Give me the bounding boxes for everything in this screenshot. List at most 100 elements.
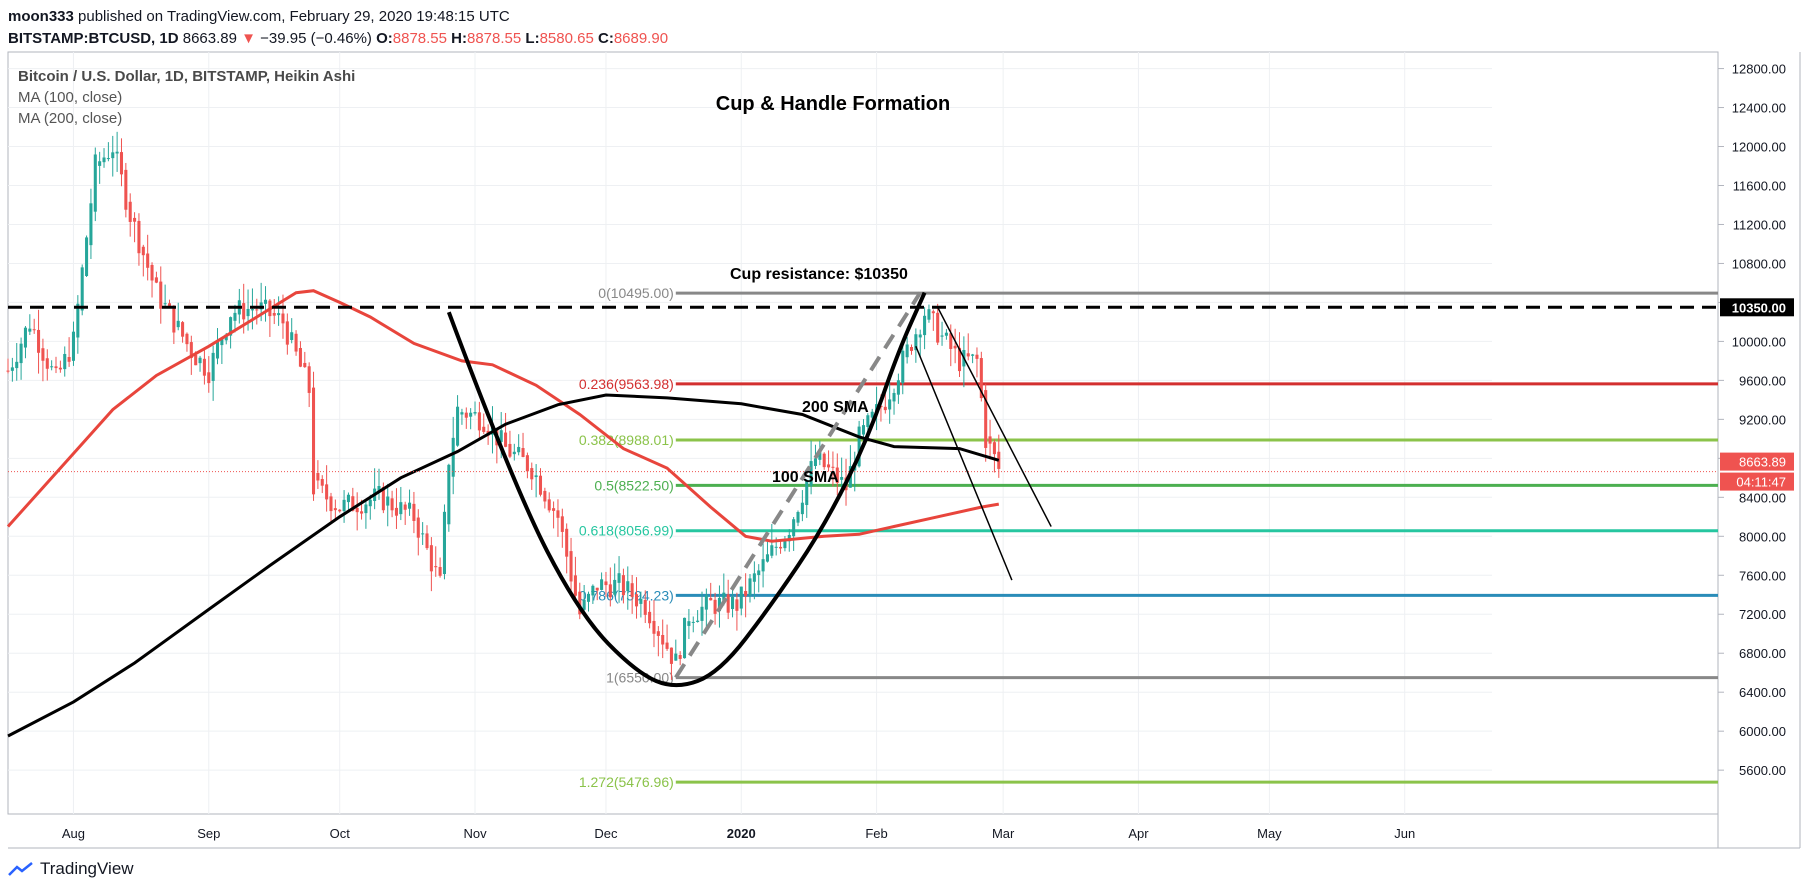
candle-body bbox=[93, 154, 97, 212]
candle-body bbox=[979, 358, 983, 399]
candle-body bbox=[194, 354, 198, 366]
candle-body bbox=[215, 341, 220, 359]
candle-body bbox=[569, 551, 573, 582]
candle-body bbox=[792, 519, 796, 537]
fib-level-label: 0.5(8522.50) bbox=[594, 477, 673, 493]
candle-body bbox=[477, 412, 481, 431]
candle-body bbox=[250, 309, 254, 311]
candle-body bbox=[827, 464, 831, 468]
price-label-box bbox=[1720, 472, 1794, 491]
high-value: 8878.55 bbox=[467, 30, 522, 47]
candle-body bbox=[28, 328, 32, 332]
candle-body bbox=[831, 466, 835, 468]
candle-body bbox=[41, 348, 45, 361]
cup-curve bbox=[446, 291, 927, 688]
candle-body bbox=[63, 353, 67, 370]
candle-body bbox=[560, 516, 564, 532]
fibonacci-retracement[interactable]: 0(10495.00) 0.236(9563.98) 0.382(8988.01) 0… bbox=[579, 285, 1718, 790]
candle-body bbox=[656, 631, 660, 636]
y-tick-label: 10800.00 bbox=[1732, 256, 1786, 271]
candle-body bbox=[58, 367, 62, 370]
candle-body bbox=[408, 502, 412, 509]
candle-body bbox=[23, 327, 27, 348]
candle-body bbox=[626, 581, 630, 592]
y-tick-label: 7200.00 bbox=[1739, 607, 1786, 622]
candle-body bbox=[722, 592, 726, 601]
fib-level-label: 0.236(9563.98) bbox=[579, 376, 674, 392]
candle-body bbox=[298, 347, 302, 367]
candle-body bbox=[54, 366, 58, 369]
sma100-label: 100 SMA bbox=[772, 469, 839, 486]
candle-body bbox=[661, 634, 665, 645]
time-axis[interactable]: Aug Sep Oct Nov Dec 2020 Feb Mar Apr May Jun bbox=[62, 826, 1415, 841]
x-tick-label: Sep bbox=[197, 826, 220, 841]
open-label: O: bbox=[376, 30, 393, 47]
legend-ma100: MA (100, close) bbox=[18, 89, 122, 106]
candle-body bbox=[556, 510, 560, 518]
candle-body bbox=[639, 598, 643, 604]
candle-body bbox=[731, 596, 735, 610]
price-axis[interactable]: 5600.00 6000.00 6400.00 6800.00 7200.00 7600.… bbox=[1718, 62, 1786, 779]
candle-body bbox=[700, 606, 704, 621]
chart-title: Cup & Handle Formation bbox=[716, 93, 950, 115]
price-labels: 10350.00 8663.89 04:11:47 bbox=[1720, 298, 1794, 491]
x-tick-label: Feb bbox=[865, 826, 887, 841]
candle-body bbox=[421, 533, 425, 535]
candle-body bbox=[338, 509, 342, 512]
candle-body bbox=[438, 566, 442, 576]
publish-line: moon333 published on TradingView.com, Fe… bbox=[8, 6, 668, 28]
candle-body bbox=[704, 595, 708, 610]
candle-body bbox=[892, 392, 896, 402]
candle-body bbox=[307, 366, 311, 393]
candle-body bbox=[220, 339, 224, 346]
candle-body bbox=[805, 480, 809, 505]
candle-body bbox=[634, 594, 639, 607]
candle-body bbox=[783, 539, 787, 549]
sma200-label: 200 SMA bbox=[802, 399, 869, 416]
drawings[interactable] bbox=[8, 291, 1718, 688]
handle-channel-lower bbox=[915, 345, 1013, 581]
y-tick-label: 7600.00 bbox=[1739, 568, 1786, 583]
candle-body bbox=[822, 453, 826, 468]
candle-body bbox=[923, 315, 927, 336]
candle-body bbox=[185, 333, 189, 345]
candle-body bbox=[691, 621, 695, 623]
candles bbox=[6, 131, 1001, 680]
candle-body bbox=[10, 367, 14, 371]
y-tick-label: 8400.00 bbox=[1739, 490, 1786, 505]
candle-body bbox=[85, 237, 89, 276]
candle-body bbox=[779, 546, 783, 549]
candle-body bbox=[294, 333, 298, 352]
grid bbox=[8, 52, 1492, 814]
candle-body bbox=[709, 597, 713, 601]
candle-body bbox=[442, 511, 446, 575]
candle-body bbox=[896, 380, 900, 395]
candle-body bbox=[683, 617, 687, 659]
candle-body bbox=[739, 586, 743, 609]
candle-body bbox=[429, 545, 433, 572]
candle-body bbox=[233, 312, 237, 321]
candle-body bbox=[901, 350, 905, 384]
candle-body bbox=[346, 494, 350, 503]
candle-body bbox=[390, 498, 394, 511]
candle-body bbox=[202, 358, 206, 376]
candle-body bbox=[800, 502, 804, 515]
candle-body bbox=[770, 545, 774, 556]
candle-body bbox=[613, 579, 617, 595]
candle-body bbox=[285, 321, 289, 345]
candle-body bbox=[944, 332, 948, 336]
candle-body bbox=[953, 345, 957, 349]
candle-body bbox=[364, 504, 368, 514]
candle-body bbox=[525, 455, 529, 472]
candle-body bbox=[146, 253, 150, 268]
candle-body bbox=[399, 502, 403, 515]
candle-body bbox=[696, 620, 700, 622]
candle-body bbox=[809, 461, 813, 486]
fib-level-label: 0(10495.00) bbox=[598, 285, 674, 301]
candle-body bbox=[835, 467, 839, 483]
candle-body bbox=[726, 594, 730, 613]
candle-body bbox=[172, 305, 176, 333]
ohlc-line: BITSTAMP:BTCUSD, 1D 8663.89 ▼ −39.95 (−0… bbox=[8, 28, 668, 50]
candle-body bbox=[290, 332, 294, 340]
